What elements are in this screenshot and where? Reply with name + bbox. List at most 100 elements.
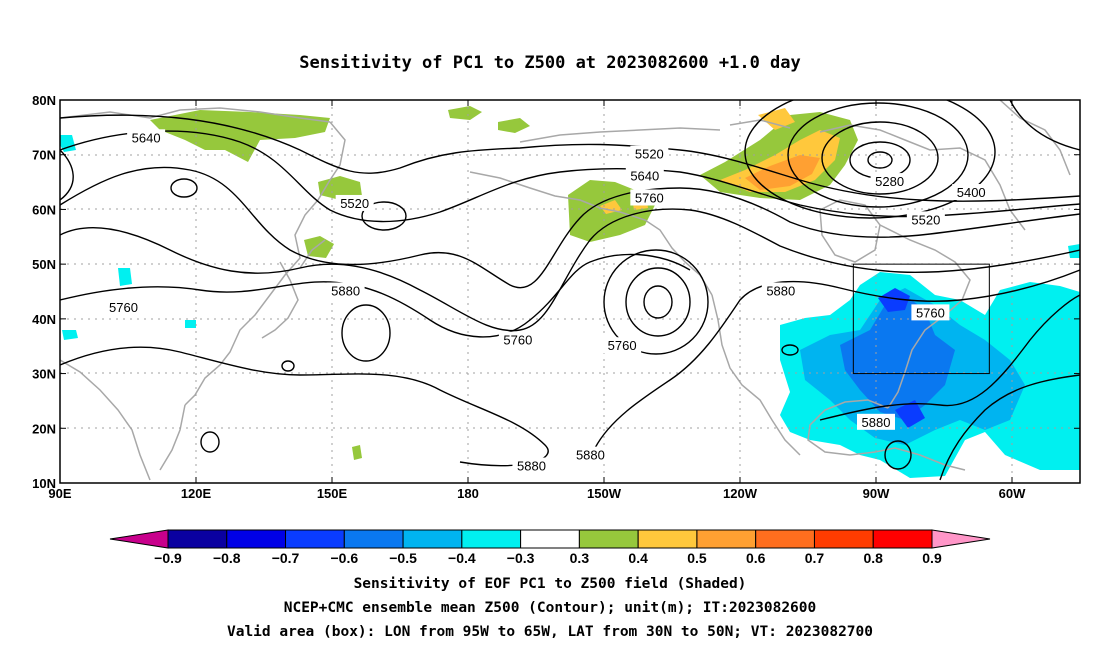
caption-line-3: Valid area (box): LON from 95W to 65W, L… [227, 624, 873, 640]
lon-tick-label: 180 [457, 486, 479, 501]
contour-5880-west [60, 253, 691, 338]
contour-label: 5760 [916, 305, 945, 320]
lat-tick-label: 30N [32, 367, 56, 382]
map-frame [59, 99, 1081, 484]
deep-orange-sensitivity-areas [745, 155, 820, 190]
shade-mid-blue-core [840, 295, 955, 420]
graticule [60, 100, 1080, 483]
colorbar-tick-label: −0.7 [272, 550, 300, 566]
coast-west-na [711, 294, 801, 456]
contour-low-aleutian [361, 201, 407, 231]
contour-label: 5760 [635, 190, 664, 205]
contour-label: 5880 [862, 415, 891, 430]
shade-green-small-a [304, 236, 334, 258]
contour-low-arctic-3 [821, 121, 939, 195]
colorbar-swatch [696, 529, 757, 549]
contour-label: 5520 [635, 147, 664, 162]
caption-line-2: NCEP+CMC ensemble mean Z500 (Contour); u… [284, 600, 817, 616]
colorbar-tick-label: 0.9 [922, 550, 942, 566]
colorbar-tick-label: 0.6 [746, 550, 766, 566]
contour-small-2 [281, 360, 295, 372]
contour-small-3 [200, 431, 220, 453]
chart-title: Sensitivity of PC1 to Z500 at 2023082600… [299, 53, 801, 73]
contour-label: 5880 [576, 448, 605, 463]
colorbar-swatch [343, 529, 404, 549]
coast-greenland [999, 100, 1071, 176]
shade-cyan-small-b [118, 268, 132, 286]
lat-tick-label: 70N [32, 148, 56, 163]
contour-5880-gulf [819, 294, 1080, 421]
coast-hudson-bay [819, 199, 881, 263]
coast-east-na [879, 224, 971, 409]
colorbar-tick-label: 0.5 [687, 550, 707, 566]
contour-label: 5520 [340, 196, 369, 211]
lon-tick-label: 150W [587, 486, 622, 501]
lon-tick-label: 120E [181, 486, 212, 501]
contour-label: 5880 [766, 284, 795, 299]
contour-label-bg [870, 173, 909, 190]
colorbar-swatch [461, 529, 522, 549]
colorbar-tick-label: −0.6 [330, 550, 358, 566]
contour-label: 5520 [911, 212, 940, 227]
contour-label-bg [761, 282, 800, 299]
contour-label: 5880 [517, 459, 546, 474]
colorbar-swatch [813, 529, 874, 549]
contour-low-arctic-4 [787, 102, 969, 208]
contour-label: 5760 [503, 333, 532, 348]
contour-5880-south [60, 346, 549, 467]
contour-5760-north [60, 166, 1080, 289]
contour-labels: 5640 5520 5520 5640 5760 5280 5400 5520 5760 5880… [104, 129, 991, 474]
contour-label-bg [326, 282, 365, 299]
colorbar: −0.9 −0.8 −0.7 −0.6 −0.5 −0.4 −0.3 0.3 0.4 0.5 0.6… [109, 529, 991, 566]
lat-tick-label: 20N [32, 421, 56, 436]
colorbar-swatch [578, 529, 639, 549]
lon-tick-label: 120W [723, 486, 758, 501]
contour-label: 5760 [109, 300, 138, 315]
colorbar-low-triangle [109, 529, 169, 549]
colorbar-tick-label: −0.5 [389, 550, 417, 566]
latitude-ticks: 80N 70N 60N 50N 40N 30N 20N 10N [32, 93, 1080, 491]
colorbar-swatch [872, 529, 933, 549]
coast-alaska-north [519, 127, 721, 143]
contour-label: 5640 [132, 130, 161, 145]
lat-tick-label: 50N [32, 257, 56, 272]
contour-label-bg [512, 457, 551, 474]
shade-strong-blue-south [895, 400, 925, 428]
contour-label-bg [104, 298, 143, 315]
contour-label-bg [335, 194, 374, 211]
lat-tick-label: 10N [32, 476, 56, 491]
colorbar-tick-label: −0.8 [213, 550, 241, 566]
colorbar-swatch [226, 529, 287, 549]
contour-label-bg [630, 145, 669, 162]
lon-tick-label: 150E [317, 486, 348, 501]
colorbar-high-triangle [931, 529, 991, 549]
shade-green-westpacific [150, 110, 330, 162]
contour-label-bg [625, 167, 664, 184]
colorbar-tick-label: −0.4 [448, 550, 476, 566]
contour-low-pacific-1 [643, 285, 673, 319]
shade-strong-blue-core [878, 288, 910, 312]
colorbar-swatch [755, 529, 815, 549]
shade-yellow-pacific [600, 200, 622, 214]
contour-label-bg [952, 184, 991, 201]
shade-cyan-small-c [62, 330, 78, 340]
valid-area-box [852, 263, 990, 375]
contour-5760-mid [60, 208, 1080, 332]
coast-southeast-asia [60, 359, 186, 481]
colorbar-swatch [167, 529, 228, 549]
contour-label: 5280 [875, 174, 904, 189]
shade-green-aleutian-a [448, 106, 482, 120]
lon-tick-label: 90W [863, 486, 890, 501]
contour-label: 5640 [630, 169, 659, 184]
shade-cyan-small-a [60, 135, 76, 152]
contour-5880-east [594, 269, 1080, 449]
colorbar-swatch [402, 529, 463, 549]
contour-low-arctic-5 [744, 100, 996, 219]
lat-tick-label: 40N [32, 312, 56, 327]
negative-sensitivity-areas [60, 135, 1080, 478]
contour-label-bg [630, 189, 669, 206]
contour-label-bg [906, 211, 945, 228]
contour-low-arctic-1 [867, 151, 893, 169]
contour-label-bg [603, 337, 642, 354]
contour-5520-north [60, 114, 1080, 202]
